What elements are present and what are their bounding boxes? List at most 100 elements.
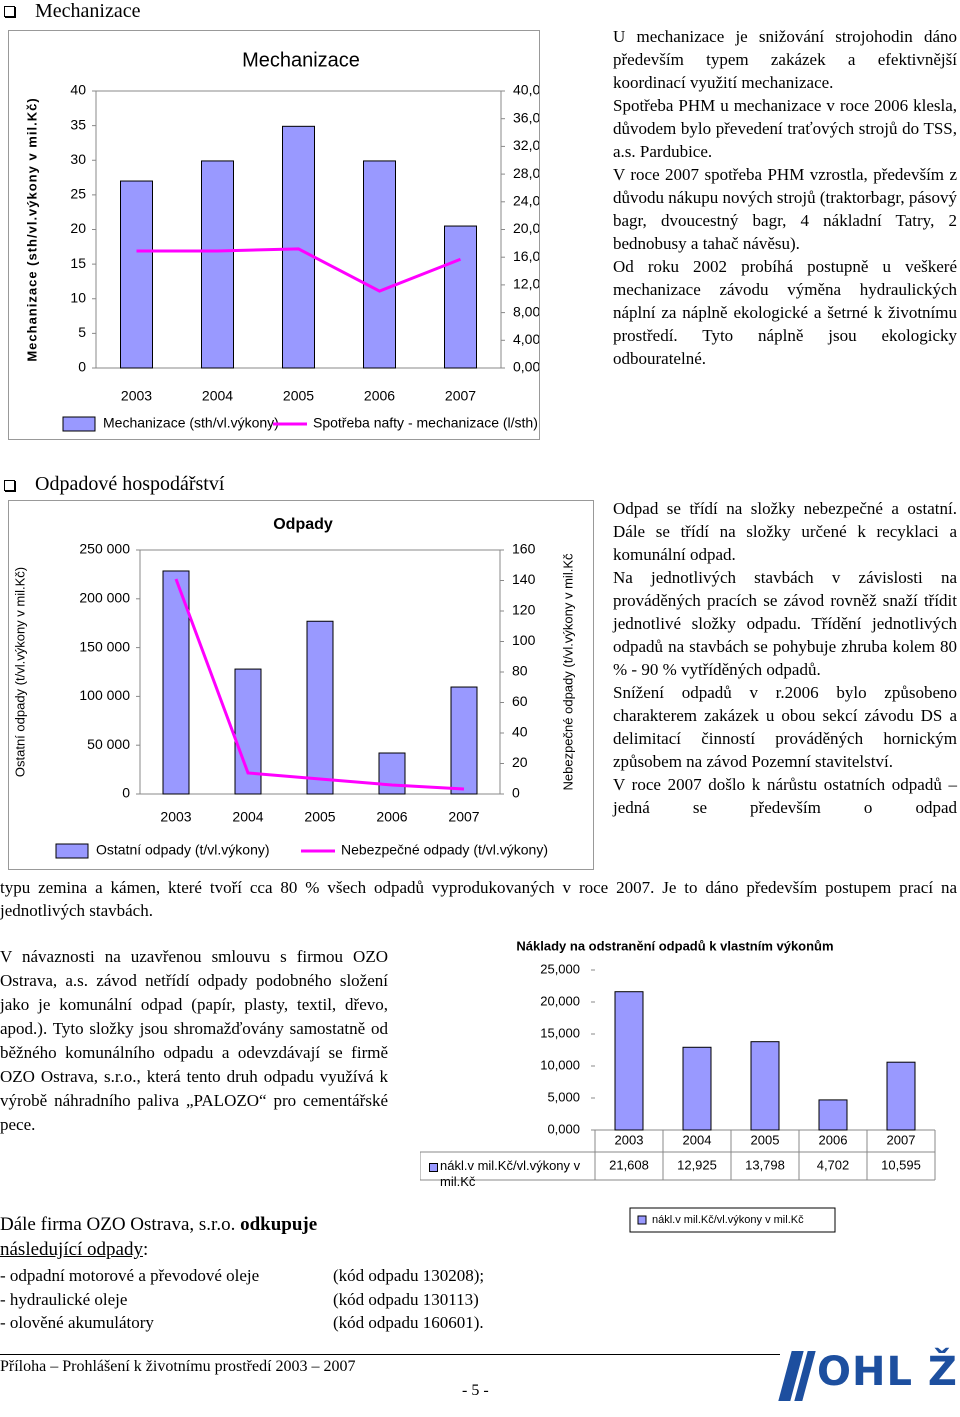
bar <box>818 1099 848 1131</box>
table-value: 21,608 <box>609 1157 649 1172</box>
y-tick-label: 25,000 <box>540 961 580 976</box>
paragraph: V návaznosti na uzavřenou smlouvu s firm… <box>0 947 388 1134</box>
table-value: 12,925 <box>677 1157 717 1172</box>
y2-tick-label: 16,00 <box>513 248 540 264</box>
y-tick-label: 0 <box>78 359 86 375</box>
y2-tick-label: 28,00 <box>513 165 540 181</box>
x-tick-label: 2006 <box>364 388 395 404</box>
y2-tick-label: 24,00 <box>513 193 540 209</box>
chart-title: Náklady na odstranění odpadů k vlastním … <box>516 938 833 953</box>
item-name: - odpadní motorové a převodové oleje <box>0 1266 260 1285</box>
legend-label: Mechanizace (sth/vl.výkony) <box>103 415 279 431</box>
x-tick-label: 2005 <box>751 1132 780 1147</box>
x-tick-label: 2005 <box>304 809 335 825</box>
y2-tick-label: 12,00 <box>513 276 540 292</box>
paragraph: Spotřeba PHM u mechanizace v roce 2006 k… <box>613 96 957 161</box>
y-tick-label: 5 <box>78 324 86 340</box>
x-tick-label: 2005 <box>283 388 314 404</box>
bar <box>682 1046 712 1131</box>
paragraph: Na jednotlivých stavbách v závislosti na… <box>613 568 957 679</box>
item-name: - hydraulické oleje <box>0 1289 128 1309</box>
text: odkupuje <box>240 1214 318 1235</box>
y-tick-label: 10,000 <box>540 1057 580 1072</box>
item-name: - olověné akumulátory <box>0 1313 154 1332</box>
bullet <box>4 6 15 17</box>
section-heading: Odpadové hospodářství <box>35 473 225 495</box>
bar <box>378 752 406 795</box>
footer-text: Příloha – Prohlášení k životnímu prostře… <box>0 1358 356 1375</box>
y2-tick-label: 160 <box>512 541 536 557</box>
bar <box>614 991 644 1131</box>
purchase-intro: Dále firma OZO Ostrava, s.r.o. odkupuje … <box>0 1212 317 1262</box>
bar <box>363 160 396 369</box>
bar <box>306 620 334 795</box>
text: Dále firma OZO Ostrava, s.r.o. <box>0 1214 236 1235</box>
table-value: 13,798 <box>745 1157 785 1172</box>
y-tick-label: 50 000 <box>87 736 130 752</box>
y2-tick-label: 60 <box>512 693 528 709</box>
y2-tick-label: 4,00 <box>513 331 540 347</box>
legend-label: Nebezpečné odpady (t/vl.výkony) <box>341 842 548 858</box>
y-tick-label: 10 <box>70 289 86 305</box>
y-tick-label: 40 <box>70 82 86 98</box>
y2-axis-title: Nebezpečné odpady (t/vl.výkony v mil.Kč <box>560 553 575 790</box>
x-tick-label: 2006 <box>376 809 407 825</box>
bar <box>201 160 234 369</box>
x-tick-label: 2003 <box>615 1132 644 1147</box>
y-tick-label: 100 000 <box>79 687 130 703</box>
x-tick-label: 2007 <box>448 809 479 825</box>
legend-label: Ostatní odpady (t/vl.výkony) <box>96 842 270 858</box>
bar <box>450 686 478 795</box>
list-item: - olověné akumulátory (kód odpadu 160601)… <box>0 1311 484 1335</box>
x-tick-label: 2003 <box>160 809 191 825</box>
line-series <box>174 578 465 791</box>
table-swatch <box>429 1163 438 1172</box>
text-column: U mechanizace je snižování strojohodin d… <box>613 25 957 370</box>
legend-label: nákl.v mil.Kč/vl.výkony v mil.Kč <box>652 1214 804 1226</box>
logo: OHL ŽS <box>778 1345 960 1407</box>
x-tick-label: 2006 <box>819 1132 848 1147</box>
list: - odpadní motorové a převodové oleje (kód… <box>0 1264 484 1335</box>
y2-tick-label: 0,00 <box>513 359 540 375</box>
bar <box>886 1061 916 1131</box>
x-tick-label: 2004 <box>202 388 233 404</box>
y-tick-label: 20 <box>70 220 86 236</box>
y2-tick-label: 100 <box>512 632 536 648</box>
paragraph: typu zemina a kámen, které tvoří cca 80 … <box>0 878 957 920</box>
legend-swatch <box>637 1215 647 1225</box>
x-tick-label: 2003 <box>121 388 152 404</box>
y-tick-label: 20,000 <box>540 993 580 1008</box>
y2-tick-label: 8,00 <box>513 303 540 319</box>
paragraph: U mechanizace je snižování strojohodin d… <box>613 27 957 92</box>
chart: Mechanizace Mechanizace (sth/vl.výkony v … <box>8 30 540 440</box>
paragraph: V roce 2007 spotřeba PHM vzrostla, přede… <box>613 165 957 253</box>
y-tick-label: 250 000 <box>79 541 130 557</box>
y-tick-label: 150 000 <box>79 638 130 654</box>
item-code: (kód odpadu 130113) <box>333 1289 479 1309</box>
x-tick-label: 2007 <box>445 388 476 404</box>
bullet <box>4 480 15 491</box>
y-tick-label: 35 <box>70 116 86 132</box>
table-value: 10,595 <box>881 1157 921 1172</box>
paragraph: Odpad se třídí na složky nebezpečné a os… <box>613 499 957 564</box>
paragraph: V roce 2007 došlo k nárůstu ostatních od… <box>613 775 957 817</box>
x-tick-label: 2007 <box>887 1132 916 1147</box>
y-axis-title: Ostatní odpady (t/vl.výkony v mil.Kč) <box>12 567 27 777</box>
y-tick-label: 200 000 <box>79 590 130 606</box>
y-tick-label: 15,000 <box>540 1025 580 1040</box>
y-tick-label: 0,000 <box>547 1121 580 1136</box>
paragraph: Od roku 2002 probíhá postupně u veškeré … <box>613 257 957 368</box>
y2-tick-label: 0 <box>512 785 520 801</box>
logo-text: OHL ŽS <box>817 1349 960 1395</box>
bar <box>162 570 190 795</box>
y2-tick-label: 40 <box>512 724 528 740</box>
y-tick-label: 15 <box>70 255 86 271</box>
table-row-label: nákl.v mil.Kč/vl.výkony v mil.Kč <box>440 1158 581 1189</box>
x-tick-label: 2004 <box>683 1132 712 1147</box>
list-item: - odpadní motorové a převodové oleje (kód… <box>0 1264 484 1288</box>
footer-rule <box>0 1354 780 1355</box>
bar <box>444 225 477 369</box>
line-series <box>136 247 462 293</box>
y2-tick-label: 36,00 <box>513 109 540 125</box>
legend-box <box>629 1207 836 1233</box>
